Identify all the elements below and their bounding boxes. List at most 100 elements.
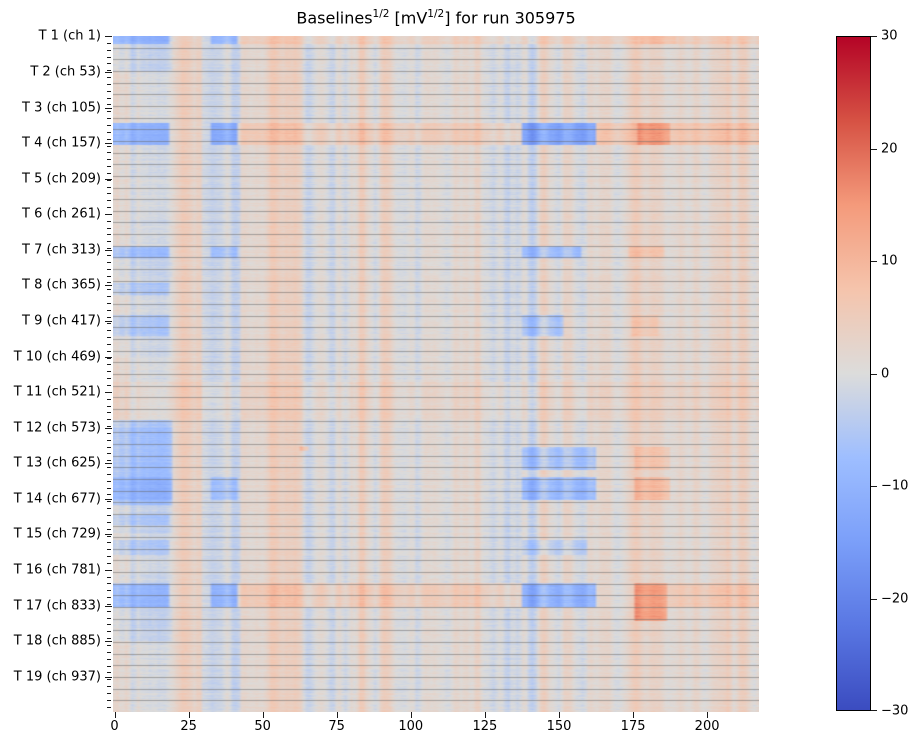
- y-tick-minor: [107, 166, 111, 167]
- y-tick-label: T 6 (ch 261): [22, 206, 101, 222]
- y-tick-minor: [107, 528, 111, 530]
- y-tick-minor: [107, 83, 111, 85]
- y-tick-minor: [107, 77, 111, 79]
- y-tick-minor: [107, 207, 111, 209]
- y-tick-minor: [107, 275, 111, 277]
- y-tick-minor: [107, 576, 111, 578]
- y-tick-minor: [107, 665, 111, 667]
- x-tick-label: 175: [620, 719, 646, 734]
- y-tick-minor: [107, 200, 111, 202]
- y-tick-minor: [107, 364, 111, 366]
- y-tick-minor: [107, 460, 111, 462]
- title-tail: ] for run 305975: [444, 8, 576, 28]
- y-tick-minor: [107, 638, 111, 640]
- y-tick-minor: [107, 186, 111, 188]
- title-base: Baselines: [296, 8, 373, 28]
- y-tick-label: T 13 (ch 625): [13, 455, 101, 471]
- y-tick-minor: [107, 679, 111, 681]
- x-tick: [188, 712, 190, 718]
- y-tick-minor: [107, 439, 111, 441]
- y-tick-minor: [107, 644, 111, 646]
- y-tick-label: T 12 (ch 573): [13, 420, 101, 436]
- y-tick-minor: [107, 426, 111, 427]
- colorbar-tick-label: 0: [881, 366, 890, 381]
- y-tick-minor: [107, 213, 111, 215]
- y-tick-label: T 18 (ch 885): [13, 633, 101, 649]
- y-tick-minor: [107, 384, 111, 386]
- y-tick-minor: [107, 309, 111, 311]
- y-tick-minor: [107, 617, 111, 619]
- y-tick-minor: [107, 631, 111, 633]
- colorbar-tick: [871, 36, 877, 37]
- y-tick-minor: [107, 282, 111, 284]
- y-tick-minor: [107, 49, 111, 51]
- colorbar-tick: [871, 486, 877, 487]
- x-tick-label: 50: [254, 719, 271, 734]
- colorbar-tick-label: −20: [881, 591, 909, 606]
- y-tick-major: [105, 36, 112, 38]
- y-tick-minor: [107, 378, 111, 380]
- y-tick-minor: [107, 521, 111, 523]
- y-tick-minor: [107, 473, 111, 475]
- y-tick-major: [105, 249, 112, 251]
- y-tick-minor: [107, 467, 111, 469]
- colorbar-tick-label: −10: [881, 478, 909, 494]
- colorbar-tick: [871, 261, 877, 262]
- x-tick: [410, 712, 412, 718]
- y-tick-label: T 5 (ch 209): [22, 171, 101, 187]
- y-tick-major: [105, 285, 112, 287]
- colorbar-tick-label: 20: [881, 141, 898, 156]
- y-tick-minor: [107, 138, 111, 140]
- y-tick-minor: [107, 692, 111, 694]
- y-tick-major: [105, 676, 112, 678]
- y-tick-minor: [107, 501, 111, 503]
- y-tick-label: T 1 (ch 1): [38, 28, 101, 44]
- y-tick-label: T 2 (ch 53): [30, 64, 101, 80]
- x-tick: [559, 712, 560, 718]
- y-tick-label: T 15 (ch 729): [13, 526, 101, 542]
- x-tick-label: 25: [180, 719, 197, 734]
- y-tick-minor: [107, 569, 111, 571]
- y-tick-label: T 8 (ch 365): [22, 277, 101, 293]
- chart-title: Baselines1/2 [mV1/2] for run 305975: [113, 8, 759, 27]
- y-tick-minor: [107, 446, 111, 448]
- y-tick-minor: [107, 289, 111, 291]
- y-tick-label: T 7 (ch 313): [22, 242, 101, 258]
- x-tick-label: 0: [110, 719, 119, 734]
- x-tick-label: 75: [328, 719, 345, 734]
- y-tick-minor: [107, 590, 111, 592]
- y-tick-minor: [107, 556, 111, 557]
- y-tick-minor: [107, 562, 111, 564]
- y-tick-minor: [107, 97, 111, 99]
- y-tick-minor: [107, 241, 111, 243]
- y-tick-major: [105, 143, 112, 145]
- y-tick-major: [105, 641, 112, 643]
- y-tick-minor: [107, 296, 111, 297]
- y-tick-minor: [107, 111, 111, 113]
- y-tick-label: T 14 (ch 677): [13, 491, 101, 507]
- y-tick-minor: [107, 248, 111, 250]
- y-tick-minor: [107, 357, 111, 359]
- y-tick-minor: [107, 323, 111, 325]
- y-tick-minor: [107, 508, 111, 510]
- y-tick-major: [105, 498, 112, 500]
- y-tick-minor: [107, 686, 111, 687]
- x-tick: [336, 712, 338, 718]
- x-tick-label: 200: [694, 719, 720, 734]
- y-tick-minor: [107, 90, 111, 92]
- x-tick-label: 100: [398, 719, 424, 734]
- y-tick-minor: [107, 343, 111, 345]
- y-tick-major: [105, 605, 112, 607]
- y-tick-minor: [107, 330, 111, 332]
- y-tick-major: [105, 463, 112, 465]
- y-tick-minor: [107, 179, 111, 181]
- colorbar-tick: [871, 373, 877, 375]
- y-tick-minor: [107, 432, 111, 434]
- y-tick-major: [105, 427, 112, 429]
- y-tick-minor: [107, 70, 111, 72]
- y-tick-minor: [107, 651, 111, 653]
- y-tick-minor: [107, 453, 111, 455]
- y-tick-minor: [107, 597, 111, 599]
- y-tick-label: T 11 (ch 521): [13, 384, 101, 400]
- y-tick-minor: [107, 152, 111, 154]
